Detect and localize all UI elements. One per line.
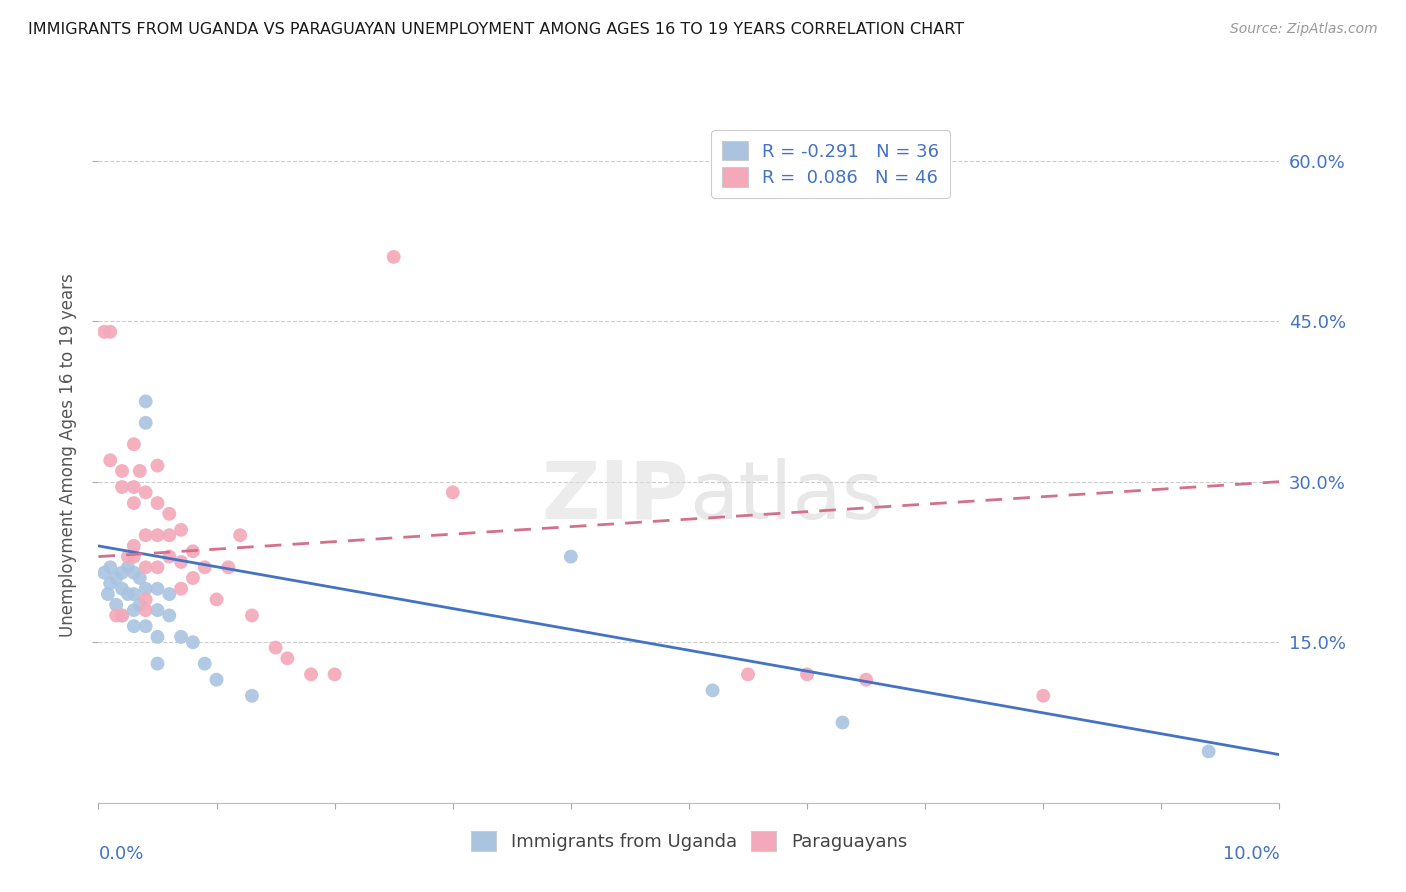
Point (157, 528, 180, 542)
Point (98, 560, 121, 574)
Point (128, 598, 150, 612)
Point (146, 528, 169, 542)
Point (737, 667, 759, 681)
Point (382, 250, 405, 264)
Point (146, 458, 169, 473)
Point (105, 608, 128, 623)
Point (170, 630, 193, 644)
Point (117, 560, 139, 574)
Point (146, 560, 169, 574)
Point (122, 587, 145, 601)
Point (323, 667, 346, 681)
Point (122, 437, 145, 451)
Point (135, 603, 157, 617)
Point (122, 619, 145, 633)
Point (105, 571, 128, 585)
Point (135, 619, 157, 633)
Point (98, 576, 121, 591)
Point (1198, 744, 1220, 758)
Point (702, 683, 724, 698)
Point (122, 566, 145, 580)
Point (855, 673, 877, 687)
Point (181, 635, 204, 649)
Point (105, 598, 128, 612)
Point (240, 608, 263, 623)
Text: 10.0%: 10.0% (1223, 845, 1279, 863)
Point (299, 667, 322, 681)
Point (157, 549, 180, 564)
Text: ZIP: ZIP (541, 458, 689, 536)
Point (1032, 689, 1054, 703)
Point (111, 608, 134, 623)
Point (122, 603, 145, 617)
Y-axis label: Unemployment Among Ages 16 to 19 years: Unemployment Among Ages 16 to 19 years (59, 273, 77, 637)
Point (111, 582, 134, 596)
Point (135, 582, 157, 596)
Point (229, 528, 252, 542)
Point (97, 587, 120, 601)
Point (146, 496, 169, 510)
Point (122, 539, 145, 553)
Point (157, 608, 180, 623)
Point (135, 485, 157, 500)
Legend: Immigrants from Uganda, Paraguayans: Immigrants from Uganda, Paraguayans (461, 822, 917, 860)
Text: Source: ZipAtlas.com: Source: ZipAtlas.com (1230, 22, 1378, 37)
Text: 0.0%: 0.0% (98, 845, 143, 863)
Point (135, 416, 157, 430)
Point (128, 464, 150, 478)
Point (181, 544, 204, 558)
Point (831, 715, 853, 730)
Point (170, 582, 193, 596)
Point (146, 630, 169, 644)
Point (122, 496, 145, 510)
Point (111, 464, 134, 478)
Point (170, 523, 193, 537)
Text: IMMIGRANTS FROM UGANDA VS PARAGUAYAN UNEMPLOYMENT AMONG AGES 16 TO 19 YEARS CORR: IMMIGRANTS FROM UGANDA VS PARAGUAYAN UNE… (28, 22, 965, 37)
Point (93, 325, 115, 339)
Point (122, 549, 145, 564)
Point (264, 640, 287, 655)
Point (135, 394, 157, 409)
Point (98, 325, 121, 339)
Point (117, 587, 139, 601)
Point (98, 453, 121, 467)
Point (146, 603, 169, 617)
Point (276, 651, 298, 665)
Point (181, 571, 204, 585)
Point (93, 566, 115, 580)
Point (146, 582, 169, 596)
Point (217, 560, 239, 574)
Point (240, 689, 263, 703)
Point (157, 587, 180, 601)
Point (135, 528, 157, 542)
Point (128, 571, 150, 585)
Point (111, 566, 134, 580)
Point (135, 592, 157, 607)
Point (111, 608, 134, 623)
Point (205, 592, 228, 607)
Point (135, 560, 157, 574)
Point (117, 549, 139, 564)
Text: atlas: atlas (689, 458, 883, 536)
Point (146, 657, 169, 671)
Point (796, 667, 818, 681)
Point (122, 480, 145, 494)
Point (205, 673, 228, 687)
Point (194, 560, 217, 574)
Point (157, 507, 180, 521)
Point (441, 485, 464, 500)
Point (170, 555, 193, 569)
Point (560, 549, 582, 564)
Point (111, 480, 134, 494)
Point (194, 657, 217, 671)
